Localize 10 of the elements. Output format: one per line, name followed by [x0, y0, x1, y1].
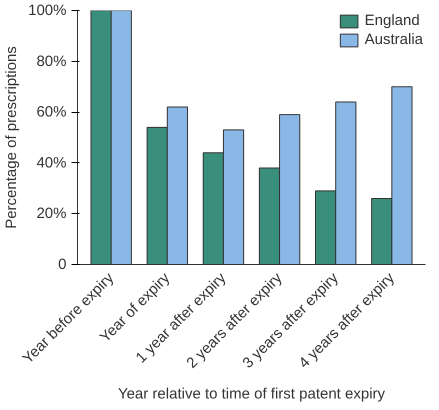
y-axis-title: Percentage of prescriptions: [3, 46, 20, 229]
x-axis-title: Year relative to time of first patent expiry: [118, 386, 386, 403]
y-tick-label: 100%: [28, 2, 67, 19]
y-tick-label: 0: [58, 256, 66, 273]
legend-label: England: [364, 12, 420, 29]
y-tick-label: 40%: [36, 154, 67, 172]
y-tick-label: 20%: [36, 205, 67, 222]
legend-label: Australia: [364, 31, 423, 48]
y-tick-label: 80%: [36, 52, 67, 70]
y-tick-label: 60%: [36, 104, 67, 121]
